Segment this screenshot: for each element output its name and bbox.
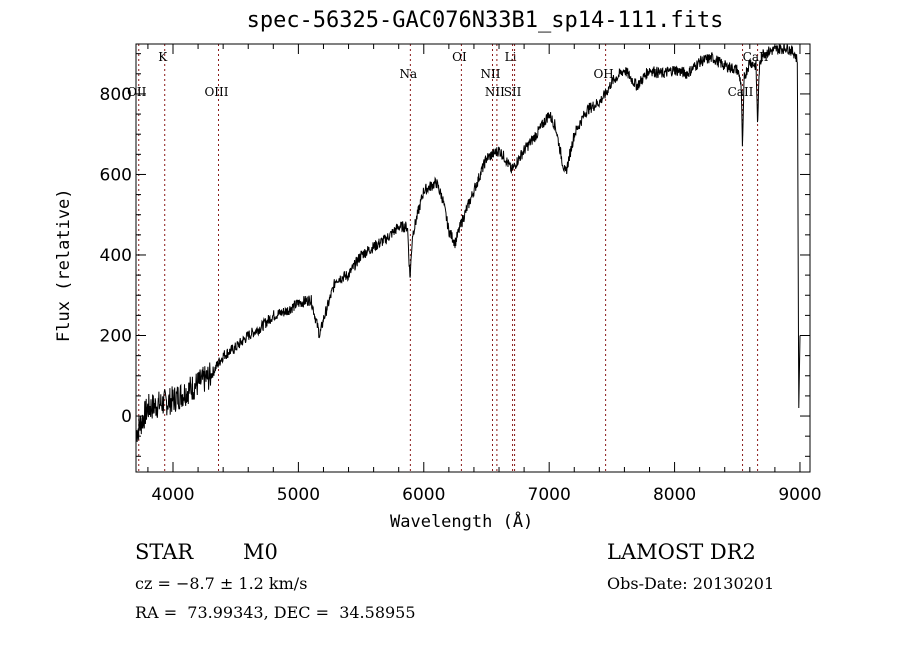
x-tick-label: 9000 <box>778 485 821 505</box>
line-label-k: K <box>158 50 168 64</box>
survey-label: LAMOST DR2 <box>607 540 756 564</box>
object-class: STAR <box>135 540 194 564</box>
line-label-nii: NII <box>481 67 501 81</box>
x-tick-label: 6000 <box>402 485 445 505</box>
line-label-oh: OH <box>593 67 613 81</box>
x-tick-label: 7000 <box>528 485 571 505</box>
object-subclass: M0 <box>243 540 278 564</box>
line-label-caii: CaII <box>728 85 754 99</box>
line-label-oii: OII <box>127 85 147 99</box>
chart-title: spec-56325-GAC076N33B1_sp14-111.fits <box>246 8 724 33</box>
line-label-oiii: OIII <box>204 85 228 99</box>
line-label-na: Na <box>400 67 418 81</box>
line-label-li: Li <box>505 50 517 64</box>
redshift-text: cz = −8.7 ± 1.2 km/s <box>135 574 308 593</box>
line-label-nii: NII <box>485 85 505 99</box>
x-tick-label: 4000 <box>151 485 194 505</box>
coordinates: RA = 73.99343, DEC = 34.58955 <box>135 603 416 622</box>
spectrum-line <box>135 43 801 442</box>
y-tick-label: 600 <box>100 165 132 185</box>
y-tick-label: 800 <box>100 85 132 105</box>
y-tick-label: 200 <box>100 327 132 347</box>
y-axis-label: Flux (relative) <box>54 188 74 342</box>
y-tick-label: 400 <box>100 246 132 266</box>
x-tick-label: 5000 <box>277 485 320 505</box>
x-axis-label: Wavelength (Å) <box>390 512 534 532</box>
line-label-oi: OI <box>452 50 467 64</box>
y-tick-label: 0 <box>121 407 132 427</box>
obs-date: Obs-Date: 20130201 <box>607 574 775 593</box>
x-tick-label: 8000 <box>653 485 696 505</box>
line-label-sii: SII <box>504 85 522 99</box>
plot-frame <box>135 43 811 473</box>
